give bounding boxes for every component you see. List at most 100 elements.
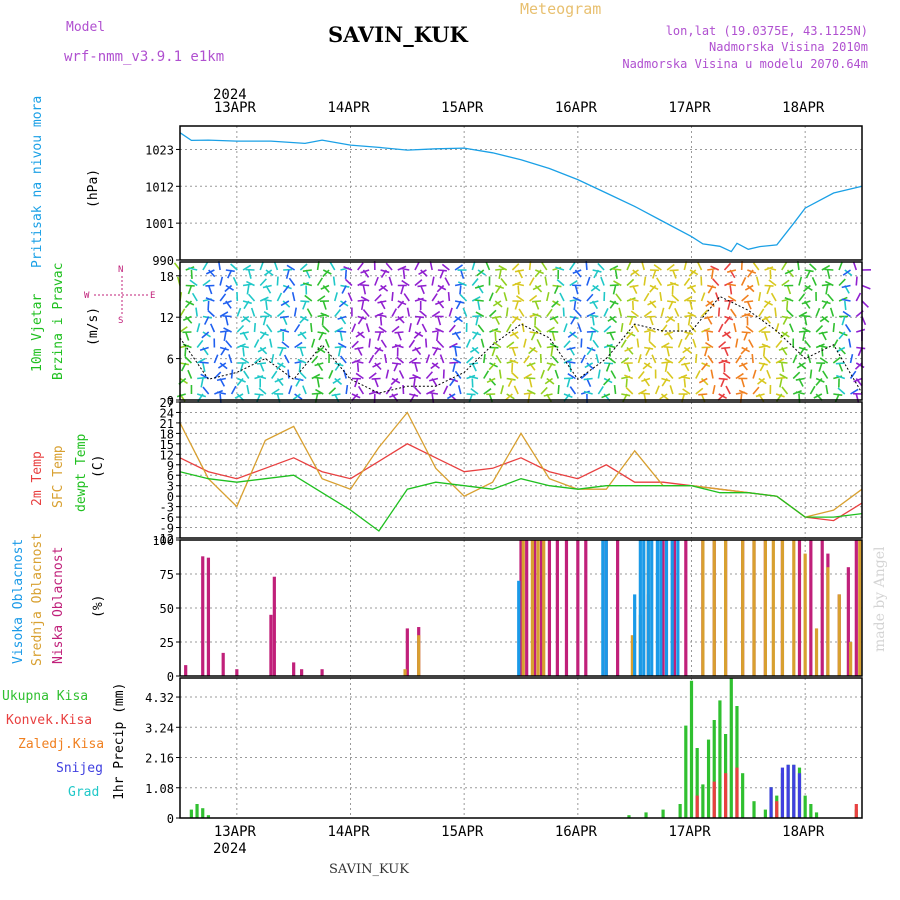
wind-arrow <box>725 385 731 395</box>
wind-arrow <box>472 331 479 340</box>
wind-arrow <box>832 339 839 348</box>
wind-arrow <box>738 389 748 395</box>
wind-arrow <box>523 392 533 395</box>
bar-ukupna-kisa <box>809 804 813 818</box>
wind-arrow <box>357 262 364 271</box>
wind-arrow <box>649 316 654 326</box>
wind-arrow <box>819 315 829 323</box>
bar-ukupna-kisa <box>741 773 745 818</box>
wind-arrow <box>549 315 559 321</box>
wind-arrow <box>262 298 272 302</box>
wind-arrow <box>223 331 227 342</box>
wind-arrow <box>184 356 193 364</box>
wind-arrow <box>751 353 754 364</box>
wind-arrow <box>265 300 268 311</box>
wind-arrow <box>371 390 381 395</box>
wind-arrow <box>553 285 559 295</box>
bar-niska-oblacnost <box>292 662 296 676</box>
wind-arrow <box>227 269 233 279</box>
wind-arrow <box>740 346 748 355</box>
bar-ukupna-kisa <box>706 739 711 818</box>
bar-niska-oblacnost <box>525 540 529 676</box>
wind-arrow <box>286 264 296 271</box>
bar-niska-oblacnost <box>221 652 225 676</box>
y-tick-label: 12 <box>160 448 174 462</box>
wind-arrow <box>480 338 485 348</box>
wind-arrow <box>488 309 497 318</box>
wind-arrow <box>586 276 591 286</box>
wind-arrow <box>505 323 512 333</box>
bar-srednja-oblacnost <box>858 540 862 676</box>
wind-arrow <box>455 300 462 310</box>
wind-arrow <box>355 331 364 338</box>
wind-arrow <box>802 327 811 333</box>
wind-arrow <box>744 284 754 291</box>
wind-arrow <box>577 323 582 333</box>
wind-arrow <box>288 385 293 395</box>
wind-arrow <box>818 331 828 335</box>
wind-arrow <box>824 268 834 271</box>
wind-arrow <box>546 308 553 317</box>
wind-arrow <box>322 284 330 293</box>
lonlat-label: lon,lat (19.0375E, 43.1125N) <box>665 24 868 38</box>
wind-arrow <box>744 300 754 303</box>
wind-arrow <box>514 269 525 273</box>
wind-arrow <box>448 324 456 333</box>
wind-arrow <box>543 393 553 397</box>
bar-srednja-oblacnost <box>771 540 775 676</box>
bottom-date-label: 15APR <box>441 824 484 840</box>
bar-niska-oblacnost <box>519 540 523 676</box>
wind-arrow <box>494 300 503 308</box>
wind-arrow <box>314 376 324 380</box>
wind-arrow <box>385 262 393 271</box>
wind-arrow <box>207 300 210 311</box>
wind-arrow <box>412 378 416 388</box>
wind-arrow <box>202 362 206 372</box>
panel-precip: 4.32 3.24 2.16 1.08 0 <box>145 677 863 826</box>
bar-niska-oblacnost <box>405 628 409 676</box>
wind-arrow <box>829 307 835 317</box>
bar-srednja-oblacnost <box>792 540 796 676</box>
wind-arrow <box>283 354 290 364</box>
wind-arrow <box>413 331 422 339</box>
wind-arrow <box>314 362 324 367</box>
wind-arrow <box>696 261 703 271</box>
wind-arrow <box>855 276 858 286</box>
wind-arrow <box>334 308 342 318</box>
panel-pressure: 1023 1012 1001 990 <box>145 125 863 268</box>
wind-arrow <box>197 376 207 380</box>
wind-arrow <box>334 345 344 349</box>
wind-arrow <box>735 355 742 364</box>
wind-arrow <box>784 269 794 275</box>
bar-ukupna-kisa <box>763 809 767 818</box>
wind-arrow <box>605 362 611 372</box>
wind-arrow <box>798 311 808 318</box>
wind-arrow <box>569 279 578 287</box>
wind-arrow <box>474 299 484 302</box>
bar-snijeg <box>797 773 802 818</box>
wind-arrow <box>523 373 533 380</box>
wind-arrow <box>485 261 491 271</box>
wind-arrow <box>683 295 693 302</box>
wind-arrow <box>741 294 749 302</box>
wind-arrow <box>225 340 233 349</box>
wind-arrow <box>700 292 706 302</box>
wind-arrow <box>559 292 565 302</box>
wind-arrow <box>500 277 508 287</box>
wind-arrow <box>299 315 307 324</box>
wind-arrow <box>322 325 330 333</box>
wind-arrow <box>763 356 771 364</box>
wind-arrow <box>449 361 459 364</box>
wind-arrow <box>646 328 656 333</box>
bar-niska-oblacnost <box>846 567 850 676</box>
wind-arrow <box>242 347 245 357</box>
bar-ukupna-kisa <box>814 812 819 818</box>
bar-srednja-oblacnost <box>630 635 634 676</box>
wind-arrow <box>372 362 381 368</box>
wind-arrow <box>360 269 370 274</box>
bar-srednja-oblacnost <box>837 594 841 676</box>
wind-arrow <box>606 344 616 349</box>
wind-arrow <box>687 311 697 318</box>
wind-arrow <box>360 300 365 310</box>
wind-arrow <box>265 324 273 333</box>
